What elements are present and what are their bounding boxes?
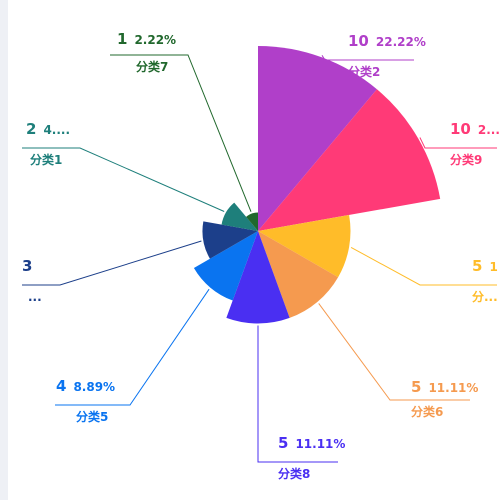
rose-slice-分类7[interactable] — [246, 212, 258, 232]
slice-percent: 11.11% — [295, 437, 345, 451]
rose-slice-分类6[interactable] — [258, 231, 339, 318]
slice-percent: 4.... — [43, 123, 70, 137]
slice-percent: 2.22% — [134, 33, 176, 47]
rose-slice-分类8[interactable] — [226, 231, 290, 324]
left-panel-strip — [0, 0, 8, 500]
label-leader-line — [318, 303, 470, 401]
slice-value-label: 5 11.11% — [411, 378, 478, 396]
slice-category-label: 分类6 — [411, 404, 443, 419]
slice-value: 5 — [278, 434, 288, 452]
slice-percent: 8.89% — [73, 380, 115, 394]
slice-value: 2 — [26, 120, 36, 138]
slice-percent: 11.11% — [428, 381, 478, 395]
rose-slice-分类4[interactable] — [258, 214, 351, 278]
label-leader-line — [419, 137, 497, 149]
slice-value-label: 10 2... — [450, 120, 500, 138]
label-leader-line — [350, 246, 497, 286]
slice-percent: 1 — [489, 260, 497, 274]
slice-percent: 22.22% — [376, 35, 426, 49]
slice-value: 1 — [117, 30, 127, 48]
slice-value-label: 3 — [22, 257, 32, 275]
slice-category-label: 分类8 — [278, 466, 310, 481]
slice-category-label: ... — [28, 290, 42, 304]
rose-slice-分类3[interactable] — [202, 221, 258, 259]
rose-slice-分类1[interactable] — [221, 202, 258, 231]
slice-value: 5 — [472, 257, 482, 275]
label-leader-line — [55, 288, 210, 406]
label-leader-line — [22, 147, 225, 212]
rose-slice-分类5[interactable] — [193, 231, 258, 301]
label-leader-line — [257, 325, 338, 463]
label-leader-line — [110, 54, 252, 212]
label-leader-line — [22, 240, 202, 286]
slice-value-label: 10 22.22% — [348, 32, 426, 50]
slice-value: 10 — [348, 32, 369, 50]
slice-value: 5 — [411, 378, 421, 396]
slice-percent: 2... — [478, 123, 500, 137]
label-leader-line — [321, 55, 414, 61]
rose-slice-分类2[interactable] — [258, 46, 377, 231]
slice-value-label: 4 8.89% — [56, 377, 115, 395]
slice-value-label: 2 4.... — [26, 120, 70, 138]
slice-category-label: 分类5 — [76, 409, 108, 424]
slice-value: 4 — [56, 377, 66, 395]
slice-value-label: 1 2.22% — [117, 30, 176, 48]
slice-value: 3 — [22, 257, 32, 275]
slice-category-label: 分类7 — [136, 59, 168, 74]
slice-category-label: 分类9 — [450, 152, 482, 167]
slice-category-label: 分类2 — [348, 64, 380, 79]
slice-category-label: 分... — [472, 289, 498, 304]
slice-value: 10 — [450, 120, 471, 138]
rose-slice-分类9[interactable] — [258, 89, 441, 231]
slice-category-label: 分类1 — [30, 152, 62, 167]
slice-value-label: 5 11.11% — [278, 434, 345, 452]
